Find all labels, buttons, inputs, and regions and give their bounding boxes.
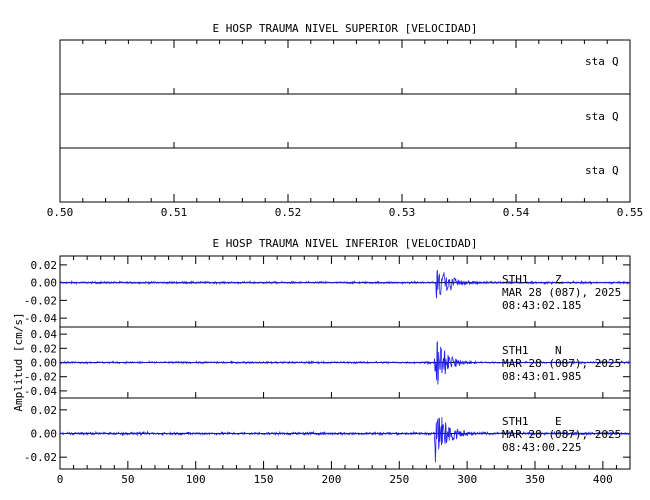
top-panel-3-station: sta [585, 164, 605, 177]
bottom-y-tick-label: 0.02 [31, 342, 58, 355]
bottom-x-tick-label: 50 [121, 473, 134, 486]
top-panel-1-station: sta [585, 55, 605, 68]
bottom-y-tick-label: -0.02 [24, 294, 57, 307]
bottom-y-tick-label: -0.02 [24, 451, 57, 464]
bottom-panel-station: STH1 [502, 415, 529, 428]
bottom-y-tick-label: 0.00 [31, 357, 58, 370]
top-x-tick-label: 0.50 [47, 206, 74, 219]
bottom-chart: E HOSP TRAUMA NIVEL INFERIOR [VELOCIDAD]… [12, 237, 631, 486]
top-chart: E HOSP TRAUMA NIVEL SUPERIOR [VELOCIDAD]… [47, 22, 644, 219]
bottom-y-tick-label: 0.02 [31, 404, 58, 417]
bottom-panel-date: MAR 28 (087), 2025 [502, 286, 621, 299]
top-x-tick-label: 0.55 [617, 206, 644, 219]
top-panel-2-component: Q [612, 110, 619, 123]
bottom-x-tick-label: 150 [254, 473, 274, 486]
bottom-y-tick-label: -0.02 [24, 371, 57, 384]
bottom-x-tick-label: 250 [389, 473, 409, 486]
top-panel-1-component: Q [612, 55, 619, 68]
bottom-x-ticks: 0 50 100 150 200 250 300 350 400 [57, 256, 631, 486]
bottom-x-tick-label: 400 [593, 473, 613, 486]
top-x-tick-label: 0.52 [275, 206, 302, 219]
bottom-panel-component: E [555, 415, 562, 428]
bottom-x-tick-label: 300 [457, 473, 477, 486]
bottom-panel-date: MAR 28 (087), 2025 [502, 357, 621, 370]
bottom-waveform-trace [59, 417, 631, 463]
bottom-panel-time: 08:43:02.185 [502, 299, 581, 312]
bottom-chart-title: E HOSP TRAUMA NIVEL INFERIOR [VELOCIDAD] [213, 237, 478, 250]
bottom-y-tick-label: 0.00 [31, 428, 58, 441]
bottom-x-tick-label: 350 [525, 473, 545, 486]
bottom-x-tick-label: 0 [57, 473, 64, 486]
bottom-y-tick-label: 0.02 [31, 259, 58, 272]
top-x-ticks: 0.50 0.51 0.52 0.53 0.54 0.55 [47, 40, 644, 219]
bottom-x-tick-label: 100 [186, 473, 206, 486]
bottom-panel-date: MAR 28 (087), 2025 [502, 428, 621, 441]
top-panel-3-component: Q [612, 164, 619, 177]
top-x-tick-label: 0.54 [503, 206, 530, 219]
bottom-y-tick-label: 0.04 [31, 328, 58, 341]
top-x-tick-label: 0.51 [161, 206, 188, 219]
top-chart-title: E HOSP TRAUMA NIVEL SUPERIOR [VELOCIDAD] [213, 22, 478, 35]
bottom-panel-station: STH1 [502, 344, 529, 357]
bottom-panel-component: N [555, 344, 562, 357]
bottom-panel-time: 08:43:00.225 [502, 441, 581, 454]
top-panel-1-frame [59, 39, 631, 95]
bottom-waveform-trace [59, 340, 631, 385]
bottom-panel-time: 08:43:01.985 [502, 370, 581, 383]
bottom-waveform-trace [59, 269, 631, 299]
bottom-x-tick-label: 200 [321, 473, 341, 486]
bottom-panel-component: Z [555, 273, 562, 286]
top-panel-2-frame [59, 93, 631, 149]
bottom-y-axis-label: Amplitud [cm/s] [12, 312, 25, 411]
top-panel-2-station: sta [585, 110, 605, 123]
bottom-y-tick-label: -0.04 [24, 385, 57, 398]
top-panel-3-frame [59, 147, 631, 203]
top-x-tick-label: 0.53 [389, 206, 416, 219]
bottom-y-tick-label: 0.00 [31, 277, 58, 290]
bottom-panel-station: STH1 [502, 273, 529, 286]
bottom-y-tick-label: -0.04 [24, 312, 57, 325]
